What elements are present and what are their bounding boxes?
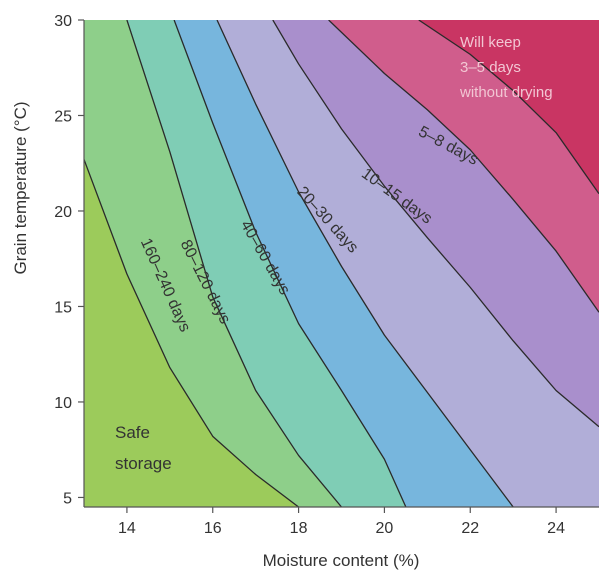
boundary-line-4	[216, 20, 514, 507]
y-tick-label: 5	[63, 490, 72, 507]
y-tick-label: 15	[54, 299, 72, 316]
safe-storage-label-line1: Safe	[115, 423, 150, 442]
safe-storage-label-line2: storage	[115, 454, 172, 473]
x-tick-label: 14	[118, 520, 136, 537]
boundary-line-7	[418, 20, 599, 195]
x-tick-label: 22	[461, 520, 479, 537]
zone-7	[418, 20, 599, 507]
x-tick-label: 16	[204, 520, 222, 537]
y-tick-label: 25	[54, 108, 72, 125]
keep-label-line1: Will keep	[460, 34, 521, 51]
boundary-line-5	[272, 20, 599, 428]
y-tick-label: 10	[54, 395, 72, 412]
boundary-line-1	[84, 159, 299, 507]
x-axis-label: Moisture content (%)	[263, 551, 420, 570]
y-tick-label: 30	[54, 13, 72, 30]
boundary-line-3	[173, 20, 407, 507]
x-tick-label: 20	[376, 520, 394, 537]
keep-label-line3: without drying	[459, 84, 553, 101]
boundary-line-6	[328, 20, 599, 313]
x-tick-label: 24	[547, 520, 565, 537]
x-tick-label: 18	[290, 520, 308, 537]
zone-6	[328, 20, 599, 507]
y-axis-label: Grain temperature (°C)	[11, 101, 30, 274]
axes: 14 16 18 20 22 24 5 10 15 20 25 30	[54, 13, 599, 537]
keep-label-line2: 3–5 days	[460, 59, 521, 76]
storage-zones	[84, 20, 599, 507]
y-tick-label: 20	[54, 204, 72, 221]
zone-boundary-lines	[84, 20, 599, 507]
boundary-line-2	[126, 20, 342, 507]
